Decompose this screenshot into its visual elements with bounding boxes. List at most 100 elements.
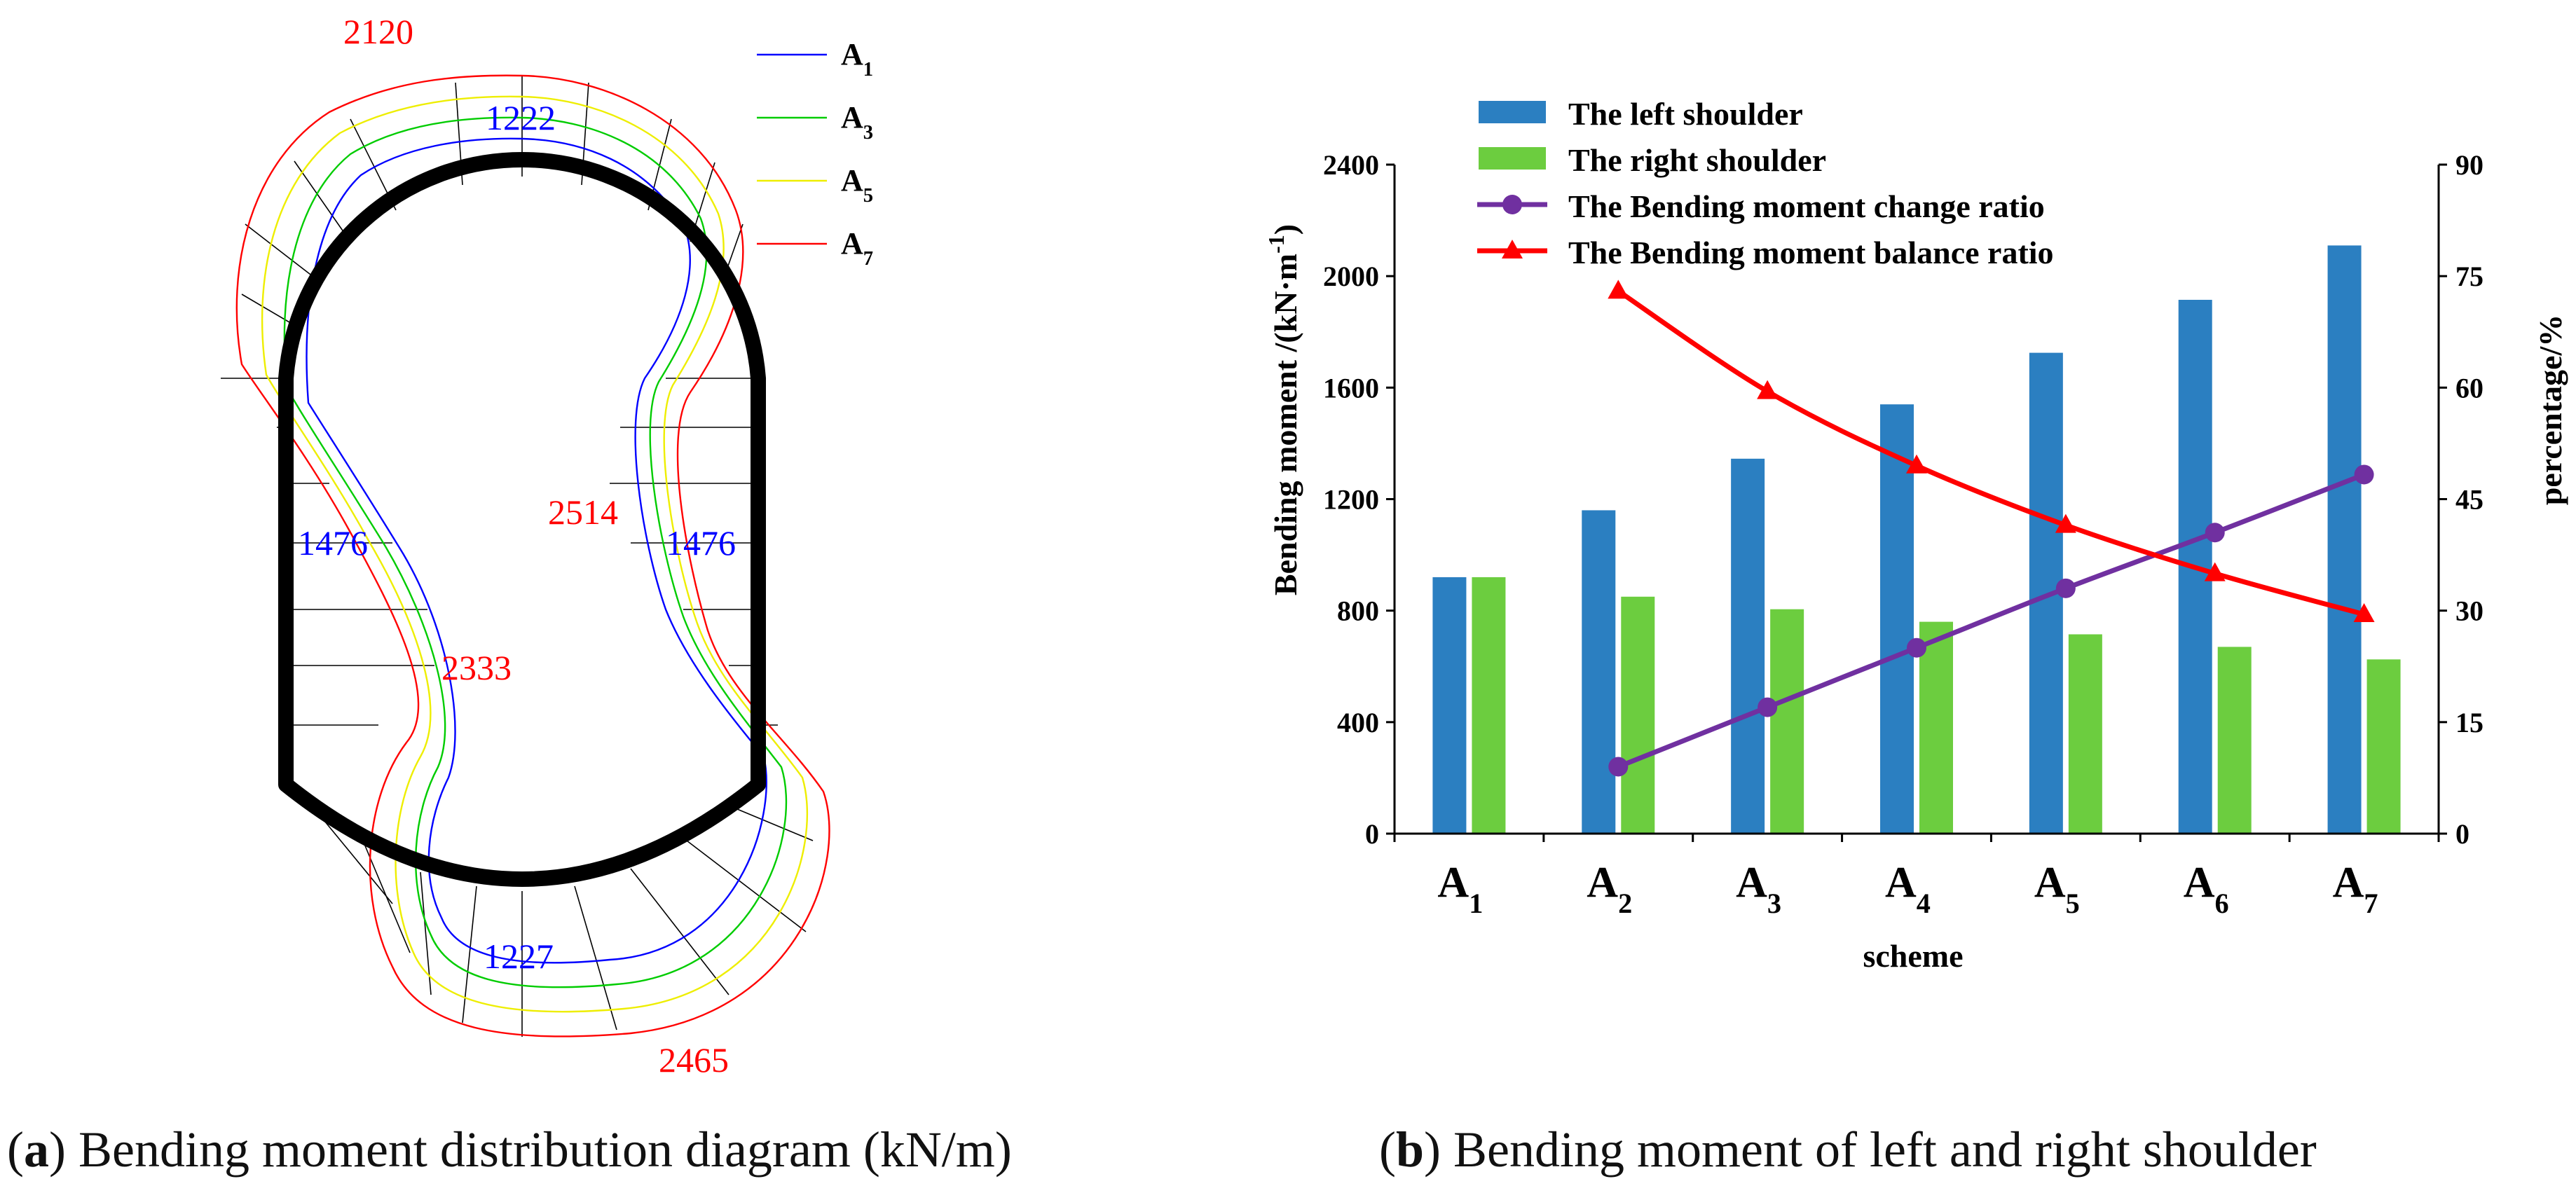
point-balance-ratio-3 (1757, 380, 1779, 399)
label-bottom-red: 2465 (659, 1040, 729, 1080)
point-change-ratio-2 (1608, 757, 1629, 777)
legend-label-A7-sub: 7 (863, 248, 873, 270)
category-label-A1: A1 (1437, 859, 1483, 919)
y-tick-2400: 2400 (1323, 149, 1379, 181)
point-change-ratio-3 (1758, 697, 1778, 717)
category-label-A5-base: A (2034, 859, 2066, 906)
line-balance-ratio (1617, 289, 2365, 617)
category-label-A4-base: A (1885, 859, 1917, 906)
legend-label-A3: A3 (841, 100, 873, 144)
x-axis-title: scheme (1863, 938, 1963, 974)
category-label-A7-sub: 7 (2364, 888, 2378, 919)
category-label-A1-sub: 1 (1469, 888, 1483, 919)
y-tick-1200: 1200 (1323, 484, 1379, 516)
bar-right-5 (2068, 634, 2102, 834)
diagram-grid-lines (221, 76, 814, 1037)
legend-label-A7: A7 (841, 226, 873, 270)
label-top-blue: 1222 (486, 98, 556, 137)
y2-tick-15: 15 (2455, 707, 2483, 738)
category-label-A6: A6 (2184, 859, 2229, 919)
y2-axis-title: percentage/% (2533, 315, 2568, 506)
y-tick-800: 800 (1337, 595, 1379, 627)
legend-swatch-right-shoulder (1479, 147, 1546, 170)
category-label-A6-base: A (2184, 859, 2215, 906)
tick-labels: 0 400 800 1200 1600 2000 2400 0 15 30 45 60 75 90 (1323, 149, 2483, 850)
bar-marks (1432, 245, 2401, 834)
y-tick-400: 400 (1337, 707, 1379, 738)
y-axis-title-main: Bending moment /(kN·m (1268, 254, 1303, 595)
legend-label-A1: A1 (841, 37, 873, 81)
label-right-blue: 1476 (666, 523, 736, 563)
caption-b-text: Bending moment of left and right shoulde… (1441, 1122, 2317, 1178)
label-mid-red: 2514 (548, 492, 618, 532)
category-label-A3-sub: 3 (1767, 888, 1781, 919)
caption-b-letter: b (1395, 1122, 1425, 1178)
legend-marker-balance-ratio (1502, 240, 1523, 258)
y2-tick-30: 30 (2455, 595, 2483, 627)
legend-label-change-ratio: The Bending moment change ratio (1568, 188, 2045, 224)
legend-label-A1-sub: 1 (863, 59, 873, 81)
point-balance-ratio-4 (1906, 454, 1927, 474)
tunnel-lining (278, 151, 766, 887)
legend-label-A1-base: A (841, 37, 863, 71)
legend-label-A5-base: A (841, 163, 863, 198)
caption-a-letter: a (23, 1122, 49, 1178)
chart-axes (1386, 163, 2447, 842)
chart-legend: The left shoulder The right shoulder The B… (1477, 96, 2054, 270)
category-label-A3-base: A (1736, 859, 1767, 906)
bar-left-7 (2327, 245, 2362, 834)
bar-right-3 (1770, 609, 1804, 834)
category-label-A1-base: A (1437, 859, 1469, 906)
bar-left-3 (1731, 458, 1765, 834)
line-change-ratio (1617, 472, 2365, 769)
caption-a: (a) Bending moment distribution diagram … (7, 1122, 1012, 1178)
label-top-red: 2120 (343, 12, 413, 51)
point-change-ratio-6 (2205, 523, 2225, 543)
figure-canvas: 2120 1222 1476 1476 2514 2333 1227 2465 … (221, 12, 2568, 1080)
legend-label-balance-ratio: The Bending moment balance ratio (1568, 235, 2054, 270)
point-change-ratio-7 (2354, 464, 2374, 485)
point-balance-ratio-5 (2055, 513, 2076, 533)
category-label-A4-sub: 4 (1917, 888, 1931, 919)
point-balance-ratio-7 (2353, 602, 2375, 622)
label-bottom-blue: 1227 (484, 937, 554, 976)
legend-label-A5-sub: 5 (863, 185, 873, 207)
moment-diagram-panel: 2120 1222 1476 1476 2514 2333 1227 2465 … (221, 12, 873, 1080)
y2-tick-90: 90 (2455, 149, 2483, 181)
diagram-value-labels: 2120 1222 1476 1476 2514 2333 1227 2465 (298, 12, 736, 1080)
category-label-A3: A3 (1736, 859, 1781, 919)
category-label-A2-base: A (1587, 859, 1618, 906)
legend-label-left-shoulder: The left shoulder (1568, 96, 1803, 132)
curve-A5 (261, 95, 809, 1013)
y2-tick-60: 60 (2455, 372, 2483, 404)
bar-right-2 (1621, 596, 1655, 834)
category-label-A4: A4 (1885, 859, 1931, 919)
curve-A1 (306, 137, 767, 964)
y-axis-title: Bending moment /(kN·m-1) (1263, 224, 1303, 595)
category-labels: A1 A2 A3 A4 A5 A6 A7 (1437, 859, 2378, 919)
point-balance-ratio-2 (1608, 280, 1629, 299)
bar-left-4 (1880, 404, 1914, 834)
category-label-A5-sub: 5 (2066, 888, 2080, 919)
legend-label-A3-base: A (841, 100, 863, 135)
bar-right-6 (2217, 647, 2252, 834)
legend-swatch-left-shoulder (1479, 101, 1546, 123)
point-change-ratio-5 (2055, 578, 2076, 598)
label-left-blue: 1476 (298, 523, 368, 563)
legend-label-right-shoulder: The right shoulder (1568, 142, 1826, 178)
y2-tick-45: 45 (2455, 484, 2483, 516)
category-label-A7-base: A (2333, 859, 2364, 906)
legend-label-A5: A5 (841, 163, 873, 207)
caption-b: (b) Bending moment of left and right sho… (1379, 1122, 2317, 1178)
bar-right-1 (1472, 577, 1506, 834)
legend-label-A7-base: A (841, 226, 863, 261)
y-tick-2000: 2000 (1323, 261, 1379, 292)
line-marks (1608, 280, 2375, 777)
y2-tick-75: 75 (2455, 261, 2483, 292)
category-label-A2-sub: 2 (1618, 888, 1632, 919)
bar-right-7 (2366, 659, 2401, 834)
category-label-A7: A7 (2333, 859, 2378, 919)
y-tick-0: 0 (1365, 818, 1379, 850)
